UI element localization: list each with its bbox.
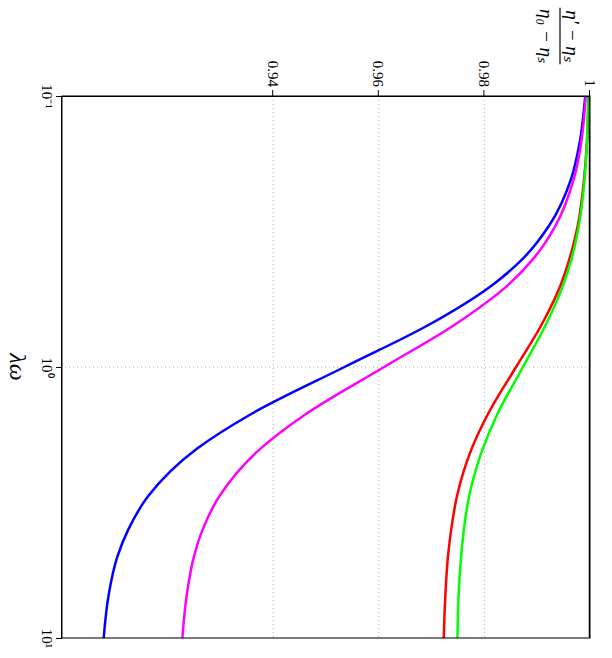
- x-axis: 10⁻¹ 10⁰ 10¹: [39, 84, 62, 648]
- x-axis-title: λω: [5, 352, 31, 380]
- lines: [104, 96, 590, 638]
- y-axis-title-numerator: η′ − ηₛ: [562, 10, 583, 62]
- x-tick-mark: [56, 367, 62, 368]
- y-tick: 1: [582, 80, 598, 97]
- rotated-chart: 10⁻¹ 10⁰ 10¹ 0.94 0.96 0.98 1 λω η′ − ηₛη₀ − ηₛ: [5, 8, 598, 648]
- series-line: [444, 96, 589, 638]
- x-tick-label: 10⁻¹: [39, 84, 55, 109]
- y-tick: 0.98: [476, 61, 492, 96]
- y-tick: 0.96: [371, 61, 387, 96]
- y-tick-mark: [483, 90, 484, 96]
- series-line: [182, 96, 585, 638]
- y-axis-title-bar: [559, 8, 560, 64]
- series-line: [457, 96, 588, 638]
- x-tick: 10⁰: [39, 358, 62, 378]
- y-tick-label: 0.96: [371, 61, 387, 88]
- x-tick: 10⁻¹: [39, 84, 62, 109]
- y-tick-label: 0.98: [476, 61, 492, 87]
- plot-area: 10⁻¹ 10⁰ 10¹ 0.94 0.96 0.98 1: [39, 61, 597, 649]
- y-tick-label: 1: [582, 80, 598, 88]
- chart-svg: 10⁻¹ 10⁰ 10¹ 0.94 0.96 0.98 1 λω η′ − ηₛη₀ − ηₛ: [0, 0, 612, 658]
- y-grid-line: [273, 96, 274, 638]
- x-grid-line: [62, 367, 590, 368]
- series-line: [104, 96, 586, 638]
- plot-frame: [62, 96, 590, 638]
- x-tick: 10¹: [39, 629, 62, 649]
- y-grid-line: [378, 96, 379, 638]
- y-axis: 0.94 0.96 0.98 1: [62, 61, 598, 97]
- x-tick-mark: [56, 96, 62, 97]
- y-grid-line: [484, 96, 485, 638]
- grid: [62, 96, 590, 638]
- y-tick: 0.94: [265, 61, 281, 96]
- x-tick-mark: [56, 638, 62, 639]
- plot-background: [62, 96, 590, 638]
- y-tick-mark: [378, 90, 379, 96]
- x-tick-label: 10¹: [39, 629, 55, 649]
- x-tick-label: 10⁰: [39, 358, 55, 378]
- y-axis-title-denominator: η₀ − ηₛ: [536, 9, 557, 64]
- y-tick-mark: [272, 90, 273, 96]
- y-tick-label: 0.94: [265, 61, 281, 88]
- y-axis-title: η′ − ηₛη₀ − ηₛ: [536, 8, 583, 64]
- y-tick-mark: [589, 90, 590, 96]
